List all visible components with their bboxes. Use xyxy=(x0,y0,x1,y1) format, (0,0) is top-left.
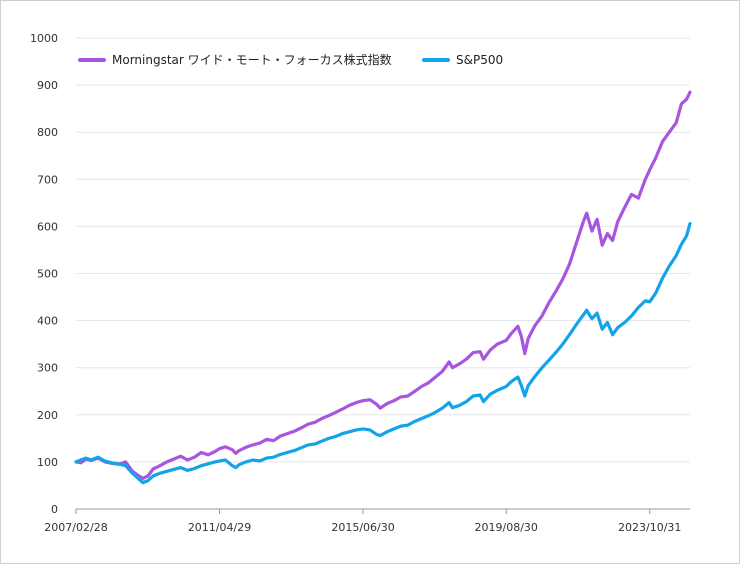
y-tick-label: 100 xyxy=(37,456,58,469)
y-tick-label: 500 xyxy=(37,268,58,281)
x-tick-label: 2019/08/30 xyxy=(475,521,538,534)
x-tick-label: 2007/02/28 xyxy=(44,521,107,534)
y-tick-label: 1000 xyxy=(30,32,58,45)
y-tick-label: 0 xyxy=(51,503,58,516)
series-lines xyxy=(74,90,692,485)
y-axis-ticks: 0 100 200 300 400 500 600 700 800 900 1000 xyxy=(30,32,58,516)
y-tick-label: 200 xyxy=(37,409,58,422)
x-tick-label: 2015/06/30 xyxy=(331,521,394,534)
x-tick-label: 2023/10/31 xyxy=(618,521,681,534)
legend-label-sp500: S&P500 xyxy=(456,53,503,67)
x-axis-ticks: 2007/02/28 2011/04/29 2015/06/30 2019/08/30… xyxy=(44,509,681,534)
gridlines xyxy=(76,37,690,510)
y-tick-label: 400 xyxy=(37,315,58,328)
y-tick-label: 600 xyxy=(37,220,58,233)
y-tick-label: 900 xyxy=(37,79,58,92)
y-tick-label: 800 xyxy=(37,126,58,139)
legend: Morningstar ワイド・モート・フォーカス株式指数 S&P500 xyxy=(78,52,503,67)
y-tick-label: 300 xyxy=(37,362,58,375)
legend-label-wide-moat: Morningstar ワイド・モート・フォーカス株式指数 xyxy=(112,52,392,67)
series-line-wide-moat xyxy=(74,90,692,480)
x-tick-label: 2011/04/29 xyxy=(188,521,251,534)
series-line-sp500 xyxy=(74,222,692,485)
y-tick-label: 700 xyxy=(37,173,58,186)
